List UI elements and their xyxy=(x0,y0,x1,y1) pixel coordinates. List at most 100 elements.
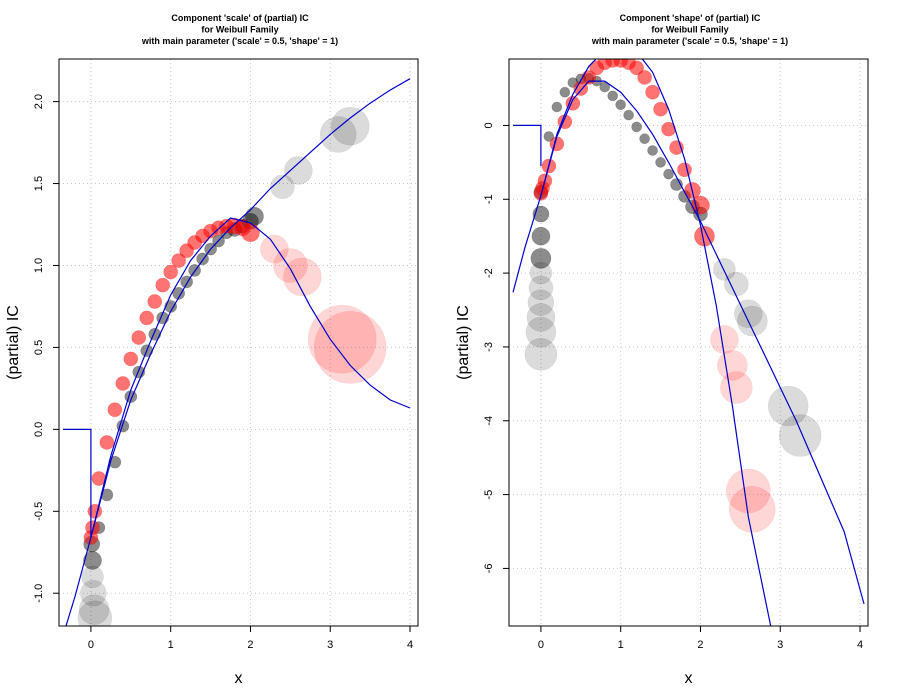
data-point-black xyxy=(525,316,557,348)
y-tick-label: -1 xyxy=(483,194,495,204)
data-point-black xyxy=(330,106,370,146)
x-tick-label: 2 xyxy=(697,639,703,651)
data-point-black xyxy=(778,414,822,457)
data-point-black xyxy=(524,338,558,371)
data-point-red xyxy=(171,253,186,268)
x-tick-label: 3 xyxy=(777,639,783,651)
data-point-black xyxy=(530,248,552,269)
data-point-red xyxy=(85,520,100,535)
data-point-black xyxy=(607,90,619,102)
data-point-black xyxy=(527,289,555,316)
data-point-red xyxy=(147,294,163,309)
x-tick-label: 4 xyxy=(857,639,863,651)
series-curve-line-1 xyxy=(90,217,411,538)
plot-frame xyxy=(58,58,419,627)
data-point-red xyxy=(139,310,155,326)
data-point-black xyxy=(77,600,113,626)
data-point-black xyxy=(647,145,658,156)
data-point-black xyxy=(284,156,313,185)
y-tick-label: 2.0 xyxy=(33,94,45,109)
y-tick-label: -5 xyxy=(483,490,495,500)
y-tick-label: 0 xyxy=(483,122,495,128)
series-curve-line-2 xyxy=(512,80,865,605)
data-point-black xyxy=(80,579,107,607)
data-point-red xyxy=(549,136,565,152)
x-tick-label: 0 xyxy=(88,639,94,651)
data-point-red xyxy=(163,264,178,280)
y-tick-label: -2 xyxy=(483,268,495,278)
data-point-black xyxy=(319,116,357,153)
plot-frame xyxy=(508,58,869,627)
x-axis-title: x xyxy=(685,670,693,687)
x-tick-label: 4 xyxy=(407,639,413,651)
x-axis-title: x xyxy=(235,670,243,687)
data-point-red xyxy=(115,376,131,391)
data-point-black xyxy=(78,594,110,625)
plot-area xyxy=(512,59,865,626)
y-tick-label: -1.0 xyxy=(33,584,45,603)
data-point-black xyxy=(599,81,611,93)
data-point-red xyxy=(131,330,147,345)
series-curve-line-2 xyxy=(65,78,411,626)
x-tick-label: 3 xyxy=(327,639,333,651)
y-tick-label: 0.0 xyxy=(33,422,45,437)
chart-title-line: with main parameter ('scale' = 0.5, 'sha… xyxy=(591,36,788,46)
data-point-red xyxy=(313,311,387,384)
y-tick-label: 1.0 xyxy=(33,258,45,273)
data-point-red xyxy=(637,70,652,85)
data-point-black xyxy=(526,303,556,332)
chart-title-line: for Weibull Family xyxy=(201,25,278,35)
data-point-red xyxy=(720,371,753,404)
data-point-red xyxy=(155,277,171,293)
x-tick-label: 1 xyxy=(618,639,624,651)
data-point-red xyxy=(107,402,123,417)
series-step-line xyxy=(513,124,542,167)
series-curve-line-1 xyxy=(540,59,772,626)
data-point-black xyxy=(724,271,749,297)
y-axis-title: (partial) IC xyxy=(455,305,472,380)
chart-title-line: with main parameter ('scale' = 0.5, 'sha… xyxy=(141,36,338,46)
data-point-red xyxy=(653,101,668,117)
chart-title-line: Component 'scale' of (partial) IC xyxy=(171,13,309,23)
data-point-black xyxy=(559,86,571,98)
data-point-red xyxy=(99,435,115,450)
data-point-black xyxy=(172,287,185,300)
chart-panel-1: 0 1 2 3 4 -1.0 -0.5 0.0 0.5 1.0 1.5 2.0 x (partial) I… xyxy=(5,13,419,687)
data-point-black xyxy=(529,261,553,285)
data-point-red xyxy=(677,162,692,178)
data-point-red xyxy=(283,257,322,297)
data-point-black xyxy=(713,258,736,281)
data-point-black xyxy=(767,385,809,427)
y-tick-label: -0.5 xyxy=(33,502,45,521)
y-tick-label: 1.5 xyxy=(33,176,45,191)
data-point-red xyxy=(629,60,644,76)
data-point-black xyxy=(543,131,555,142)
data-point-black xyxy=(81,565,104,589)
y-axis-title: (partial) IC xyxy=(5,305,22,380)
data-point-red xyxy=(710,325,739,354)
data-point-black xyxy=(531,226,551,246)
chart-panel-2: 0 1 2 3 4 0 -1 -2 -3 -4 -5 -6 x (partial) IC Component… xyxy=(455,13,869,687)
chart-title-line: Component 'shape' of (partial) IC xyxy=(620,13,761,23)
data-point-red xyxy=(241,223,260,243)
y-tick-label: -6 xyxy=(483,564,495,574)
data-point-black xyxy=(655,157,666,168)
data-point-red xyxy=(307,304,377,374)
series-step-line xyxy=(63,428,92,538)
x-tick-label: 1 xyxy=(168,639,174,651)
data-point-red xyxy=(645,84,660,100)
y-tick-label: 0.5 xyxy=(33,340,45,355)
data-point-red xyxy=(123,351,139,367)
plot-area xyxy=(63,78,411,626)
data-point-red xyxy=(729,486,776,533)
data-point-black xyxy=(270,174,295,200)
x-tick-label: 2 xyxy=(247,639,253,651)
data-point-black xyxy=(615,99,626,111)
data-point-black xyxy=(631,121,642,133)
chart-title-line: for Weibull Family xyxy=(651,25,728,35)
data-point-black xyxy=(148,328,162,341)
y-tick-label: -3 xyxy=(483,342,495,352)
data-point-black xyxy=(623,109,634,121)
data-point-black xyxy=(83,551,102,570)
